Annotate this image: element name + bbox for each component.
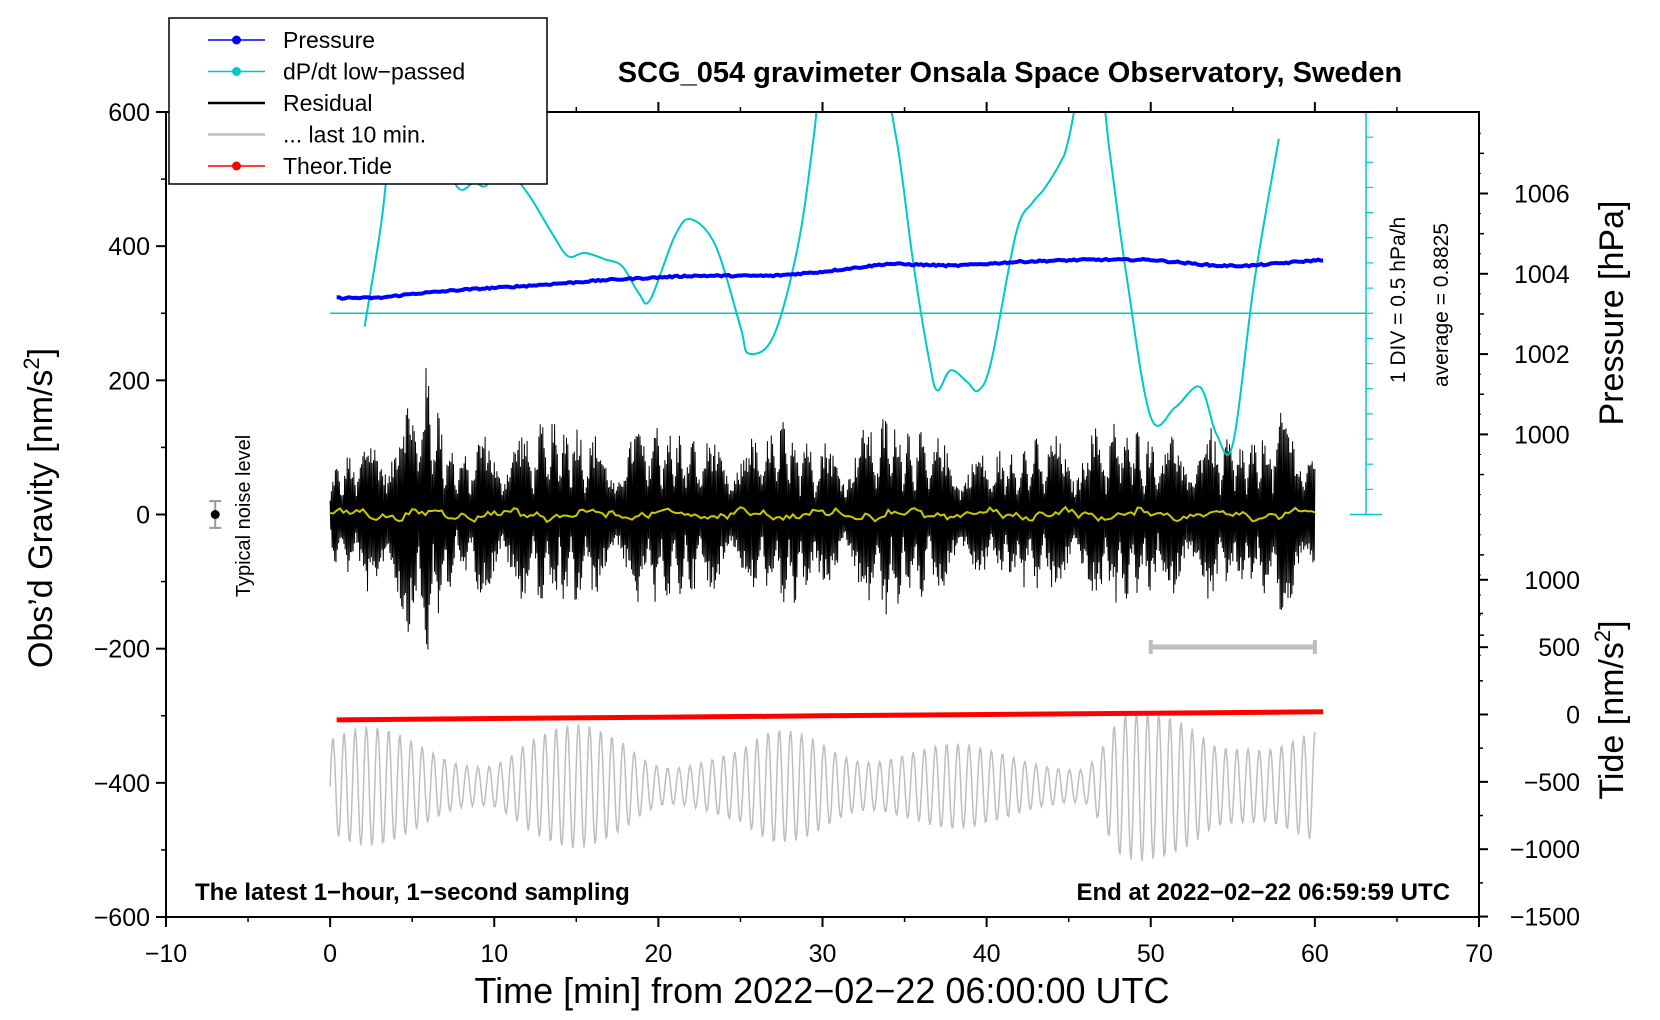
pressure-tick-label: 1000 (1514, 421, 1570, 449)
y-axis-label-main: Obs’d Gravity [nm/s (22, 370, 60, 669)
y-axis-label: Obs’d Gravity [nm/s2] (19, 348, 60, 668)
y-tick-label: −400 (94, 770, 150, 798)
tide-axis-label-sup: 2 (1590, 630, 1615, 642)
tide-tick-label: 500 (1538, 634, 1580, 662)
legend-swatch-marker (232, 161, 241, 171)
x-tick-label: 70 (1465, 940, 1493, 968)
noise-level-label: Typical noise level (233, 435, 255, 597)
x-tick-label: 30 (809, 940, 837, 968)
plot-frame (165, 111, 1480, 918)
y-tick-label: 200 (108, 367, 150, 395)
legend-label: Pressure (283, 27, 375, 53)
residual-line (329, 367, 1316, 650)
legend-swatch-marker (232, 67, 241, 76)
tide-tick-label: −1000 (1510, 836, 1580, 864)
bottom-right-note: End at 2022−02−22 06:59:59 UTC (1076, 879, 1450, 906)
pressure-line (336, 256, 1324, 301)
chart-title: SCG_054 gravimeter Onsala Space Observat… (618, 57, 1402, 89)
y-tick-label: 400 (108, 233, 150, 261)
y-tick-label: −200 (94, 636, 150, 664)
tide-line (336, 709, 1324, 723)
legend-label: Theor.Tide (283, 153, 392, 179)
x-tick-label: 20 (644, 940, 672, 968)
bottom-left-note: The latest 1−hour, 1−second sampling (195, 879, 630, 906)
legend-box (168, 17, 548, 185)
legend-swatch-marker (232, 35, 241, 45)
legend: Pressure dP/dt low−passed Residual ... last… (168, 17, 548, 185)
y-tick-label: −600 (94, 904, 150, 932)
y-axis-label-end: ] (22, 348, 60, 357)
data-layer (209, 112, 1382, 861)
pressure-tick-label: 1006 (1514, 181, 1570, 209)
axes-layer: −10 0 10 20 30 40 50 60 70 600 400 200 0 −200 −400 −600… (94, 99, 1580, 968)
x-tick-label: 60 (1301, 940, 1329, 968)
x-tick-label: 10 (480, 940, 508, 968)
legend-label: Residual (283, 90, 373, 116)
y-axis-label-sup: 2 (19, 357, 44, 369)
legend-label: ... last 10 min. (283, 122, 426, 148)
x-tick-label: 40 (973, 940, 1001, 968)
tide-axis-label-end: ] (1593, 620, 1631, 629)
tide-axis-label-main: Tide [nm/s (1593, 642, 1631, 799)
tide-tick-label: −1500 (1510, 904, 1580, 932)
dpdt-line (363, 112, 1280, 456)
pressure-tick-label: 1004 (1514, 261, 1570, 289)
pressure-tick-label: 1002 (1514, 341, 1570, 369)
y-tick-label: 0 (136, 502, 150, 530)
tide-tick-label: 0 (1566, 702, 1580, 730)
x-tick-label: −10 (145, 940, 187, 968)
legend-label: dP/dt low−passed (283, 59, 465, 85)
pressure-axis-label: Pressure [hPa] (1593, 201, 1631, 426)
tide-tick-label: −500 (1524, 769, 1580, 797)
dpdt-div-label: 1 DIV = 0.5 hPa/h (1387, 217, 1410, 383)
tide-tick-label: 1000 (1524, 567, 1580, 595)
x-tick-label: 0 (323, 940, 337, 968)
last10-line (329, 711, 1316, 861)
x-tick-label: 50 (1137, 940, 1165, 968)
residual-mean-line (330, 505, 1316, 524)
tide-axis-label: Tide [nm/s2] (1590, 620, 1631, 799)
x-axis-label: Time [min] from 2022−02−22 06:00:00 UTC (474, 970, 1169, 1011)
y-tick-label: 600 (108, 99, 150, 127)
dpdt-average-label: average = 0.8825 (1430, 223, 1453, 387)
noise-bar-point (210, 510, 220, 519)
